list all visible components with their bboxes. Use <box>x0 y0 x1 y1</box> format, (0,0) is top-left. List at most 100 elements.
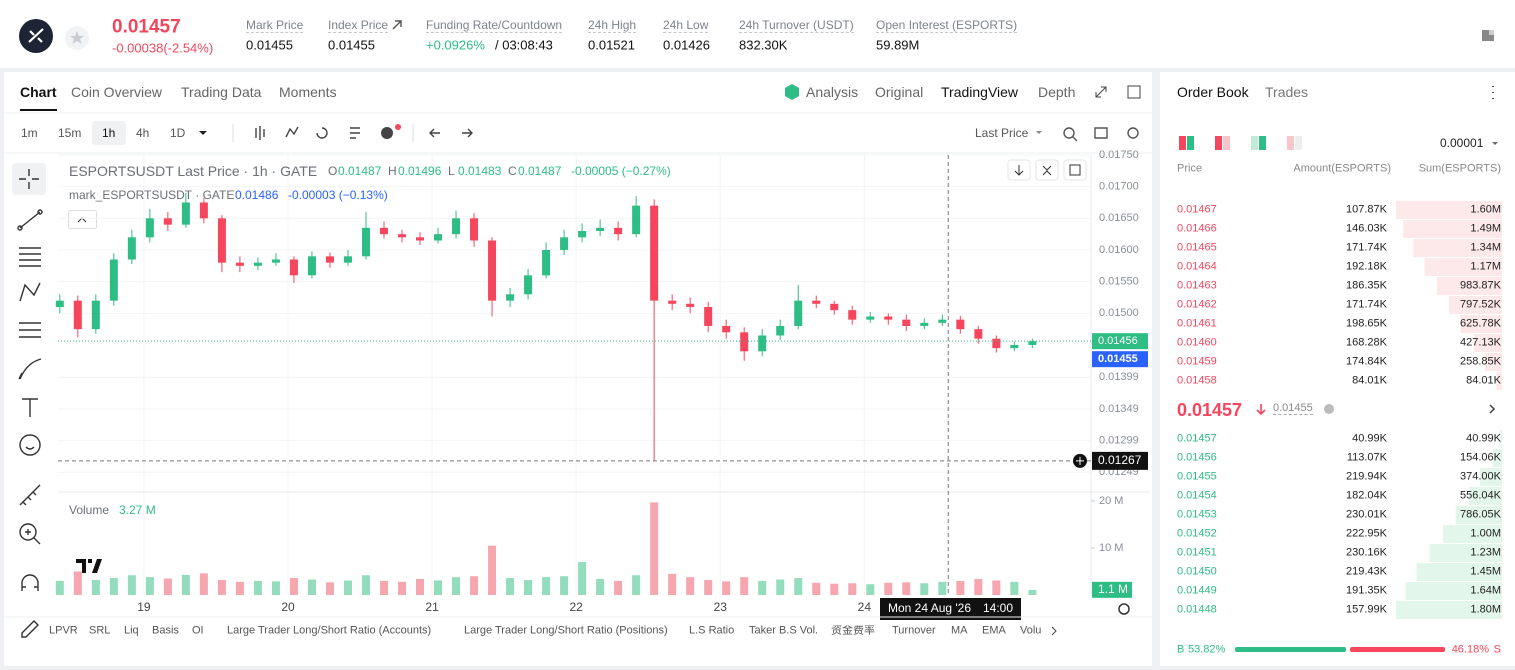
chart-tab[interactable]: Moments <box>279 84 337 100</box>
indicator-icon <box>381 127 393 139</box>
y-tick-label: 0.01299 <box>1099 435 1139 447</box>
indicator-tab[interactable]: Large Trader Long/Short Ratio (Accounts) <box>227 625 432 637</box>
volume-current-box <box>1092 581 1132 598</box>
depth-bar <box>1484 353 1502 371</box>
order-price: 0.01458 <box>1177 374 1217 387</box>
depth-bar <box>1492 449 1502 467</box>
tool-icons[interactable] <box>17 169 43 638</box>
volume-bar <box>470 576 479 595</box>
candle-body <box>920 322 929 326</box>
indicator-tab[interactable]: Taker B.S Vol. <box>749 625 819 637</box>
interval-button[interactable]: 4h <box>136 126 150 140</box>
tradingview-logo <box>76 559 102 573</box>
favorite-star[interactable] <box>64 25 90 51</box>
indicator-tab[interactable]: OI <box>192 625 204 637</box>
indicator-tab[interactable]: Volu <box>1020 625 1042 637</box>
interval-button[interactable]: 1m <box>21 126 38 140</box>
order-amount: 192.18K <box>1346 260 1387 273</box>
stat-value: 0.01455 <box>246 37 293 53</box>
interval-button[interactable]: 15m <box>58 126 82 140</box>
indicator-tab[interactable]: Turnover <box>892 625 936 637</box>
stat-label: 24h Low <box>663 18 709 33</box>
x-tick-label: 19 <box>137 600 151 614</box>
book-view-toggle <box>1251 136 1258 150</box>
volume-bar <box>758 580 767 595</box>
chart-tab[interactable]: Coin Overview <box>71 84 163 100</box>
ohlc-label: L <box>448 164 455 178</box>
candle-body <box>596 227 605 231</box>
book-view-toggle <box>1259 136 1266 150</box>
order-amount: 113.07K <box>1346 451 1387 464</box>
y-tick-label: 0.01600 <box>1099 244 1139 256</box>
volume-bar <box>416 579 425 595</box>
volume-bar <box>956 580 965 595</box>
indicator-tab[interactable]: Liq <box>124 625 139 637</box>
interval-button[interactable]: 1D <box>170 126 186 140</box>
candle-body <box>848 310 857 320</box>
column-header: Price <box>1177 162 1203 175</box>
volume-bar <box>650 502 659 595</box>
volume-bar <box>91 579 100 595</box>
indicator-tab[interactable]: Basis <box>152 625 179 637</box>
mark-price-label: 0.01455 <box>1098 353 1138 365</box>
interval-button[interactable]: 1h <box>102 126 116 140</box>
order-price: 0.01466 <box>1177 222 1217 235</box>
indicator-tab[interactable]: 资金费率 <box>831 625 875 637</box>
indicator-tab[interactable]: L.S Ratio <box>689 625 735 637</box>
layout-icon[interactable] <box>1480 28 1496 44</box>
volume-bar <box>55 580 64 595</box>
order-amount: 174.84K <box>1346 355 1387 368</box>
volume-bar <box>217 579 226 595</box>
external-link-icon[interactable] <box>391 19 403 31</box>
order-sum: 1.00M <box>1470 527 1501 540</box>
order-book-tab[interactable]: Trades <box>1265 84 1309 100</box>
volume-bar <box>506 578 515 595</box>
book-mark-price: 0.01455 <box>1273 402 1313 415</box>
order-sum: 786.05K <box>1460 508 1501 521</box>
chart-tab[interactable]: Chart <box>20 85 57 111</box>
volume-bar <box>398 581 406 595</box>
view-tab[interactable]: Analysis <box>806 84 859 100</box>
volume-bar <box>722 581 731 595</box>
volume-bar <box>704 579 713 595</box>
volume-bar <box>596 579 605 595</box>
order-amount: 146.03K <box>1346 222 1387 235</box>
crosshair-date: Mon 24 Aug '26 <box>888 601 971 615</box>
stat-value: +0.0926% <box>426 37 485 53</box>
last-price-label: 0.01456 <box>1098 335 1138 347</box>
book-view-toggle <box>1179 136 1186 150</box>
view-tab[interactable]: TradingView <box>941 84 1019 100</box>
candle-body <box>776 325 785 336</box>
precision-select[interactable]: 0.00001 <box>1440 136 1484 150</box>
indicator-tab[interactable]: Large Trader Long/Short Ratio (Positions… <box>464 625 668 637</box>
view-tab[interactable]: Original <box>875 84 924 100</box>
toolbar-icons <box>1063 127 1139 142</box>
candle-body <box>524 275 533 295</box>
chart-tab[interactable]: Trading Data <box>181 84 262 100</box>
down-arrow <box>1256 404 1266 416</box>
y-tick-label: 0.01399 <box>1099 371 1139 383</box>
indicator-tab[interactable]: SRL <box>89 625 111 637</box>
volume-bar <box>938 581 947 595</box>
indicator-tab[interactable]: LPVR <box>49 625 78 637</box>
stat-label: Index Price <box>328 18 389 33</box>
candle-body <box>55 300 64 307</box>
sell-letter: S <box>1493 643 1501 656</box>
candle-body <box>488 240 497 301</box>
indicator-tab[interactable]: MA <box>951 625 968 637</box>
indicator-tab[interactable]: EMA <box>982 625 1006 637</box>
volume-bar <box>884 582 893 595</box>
stat-value: 0.01426 <box>663 37 710 53</box>
stat-value: 0.01521 <box>588 37 635 53</box>
x-tick-label: 21 <box>425 600 439 614</box>
price-source-select[interactable]: Last Price <box>975 126 1029 140</box>
candle-body <box>452 218 461 235</box>
view-tab[interactable]: Depth <box>1038 84 1076 100</box>
stat-value: 0.01455 <box>328 37 375 53</box>
toolbar-icons <box>255 126 473 140</box>
depth-bar <box>1416 563 1502 581</box>
order-sum: 1.23M <box>1470 546 1501 559</box>
order-book-tab[interactable]: Order Book <box>1177 84 1249 100</box>
ohlc-label: O <box>328 164 338 178</box>
